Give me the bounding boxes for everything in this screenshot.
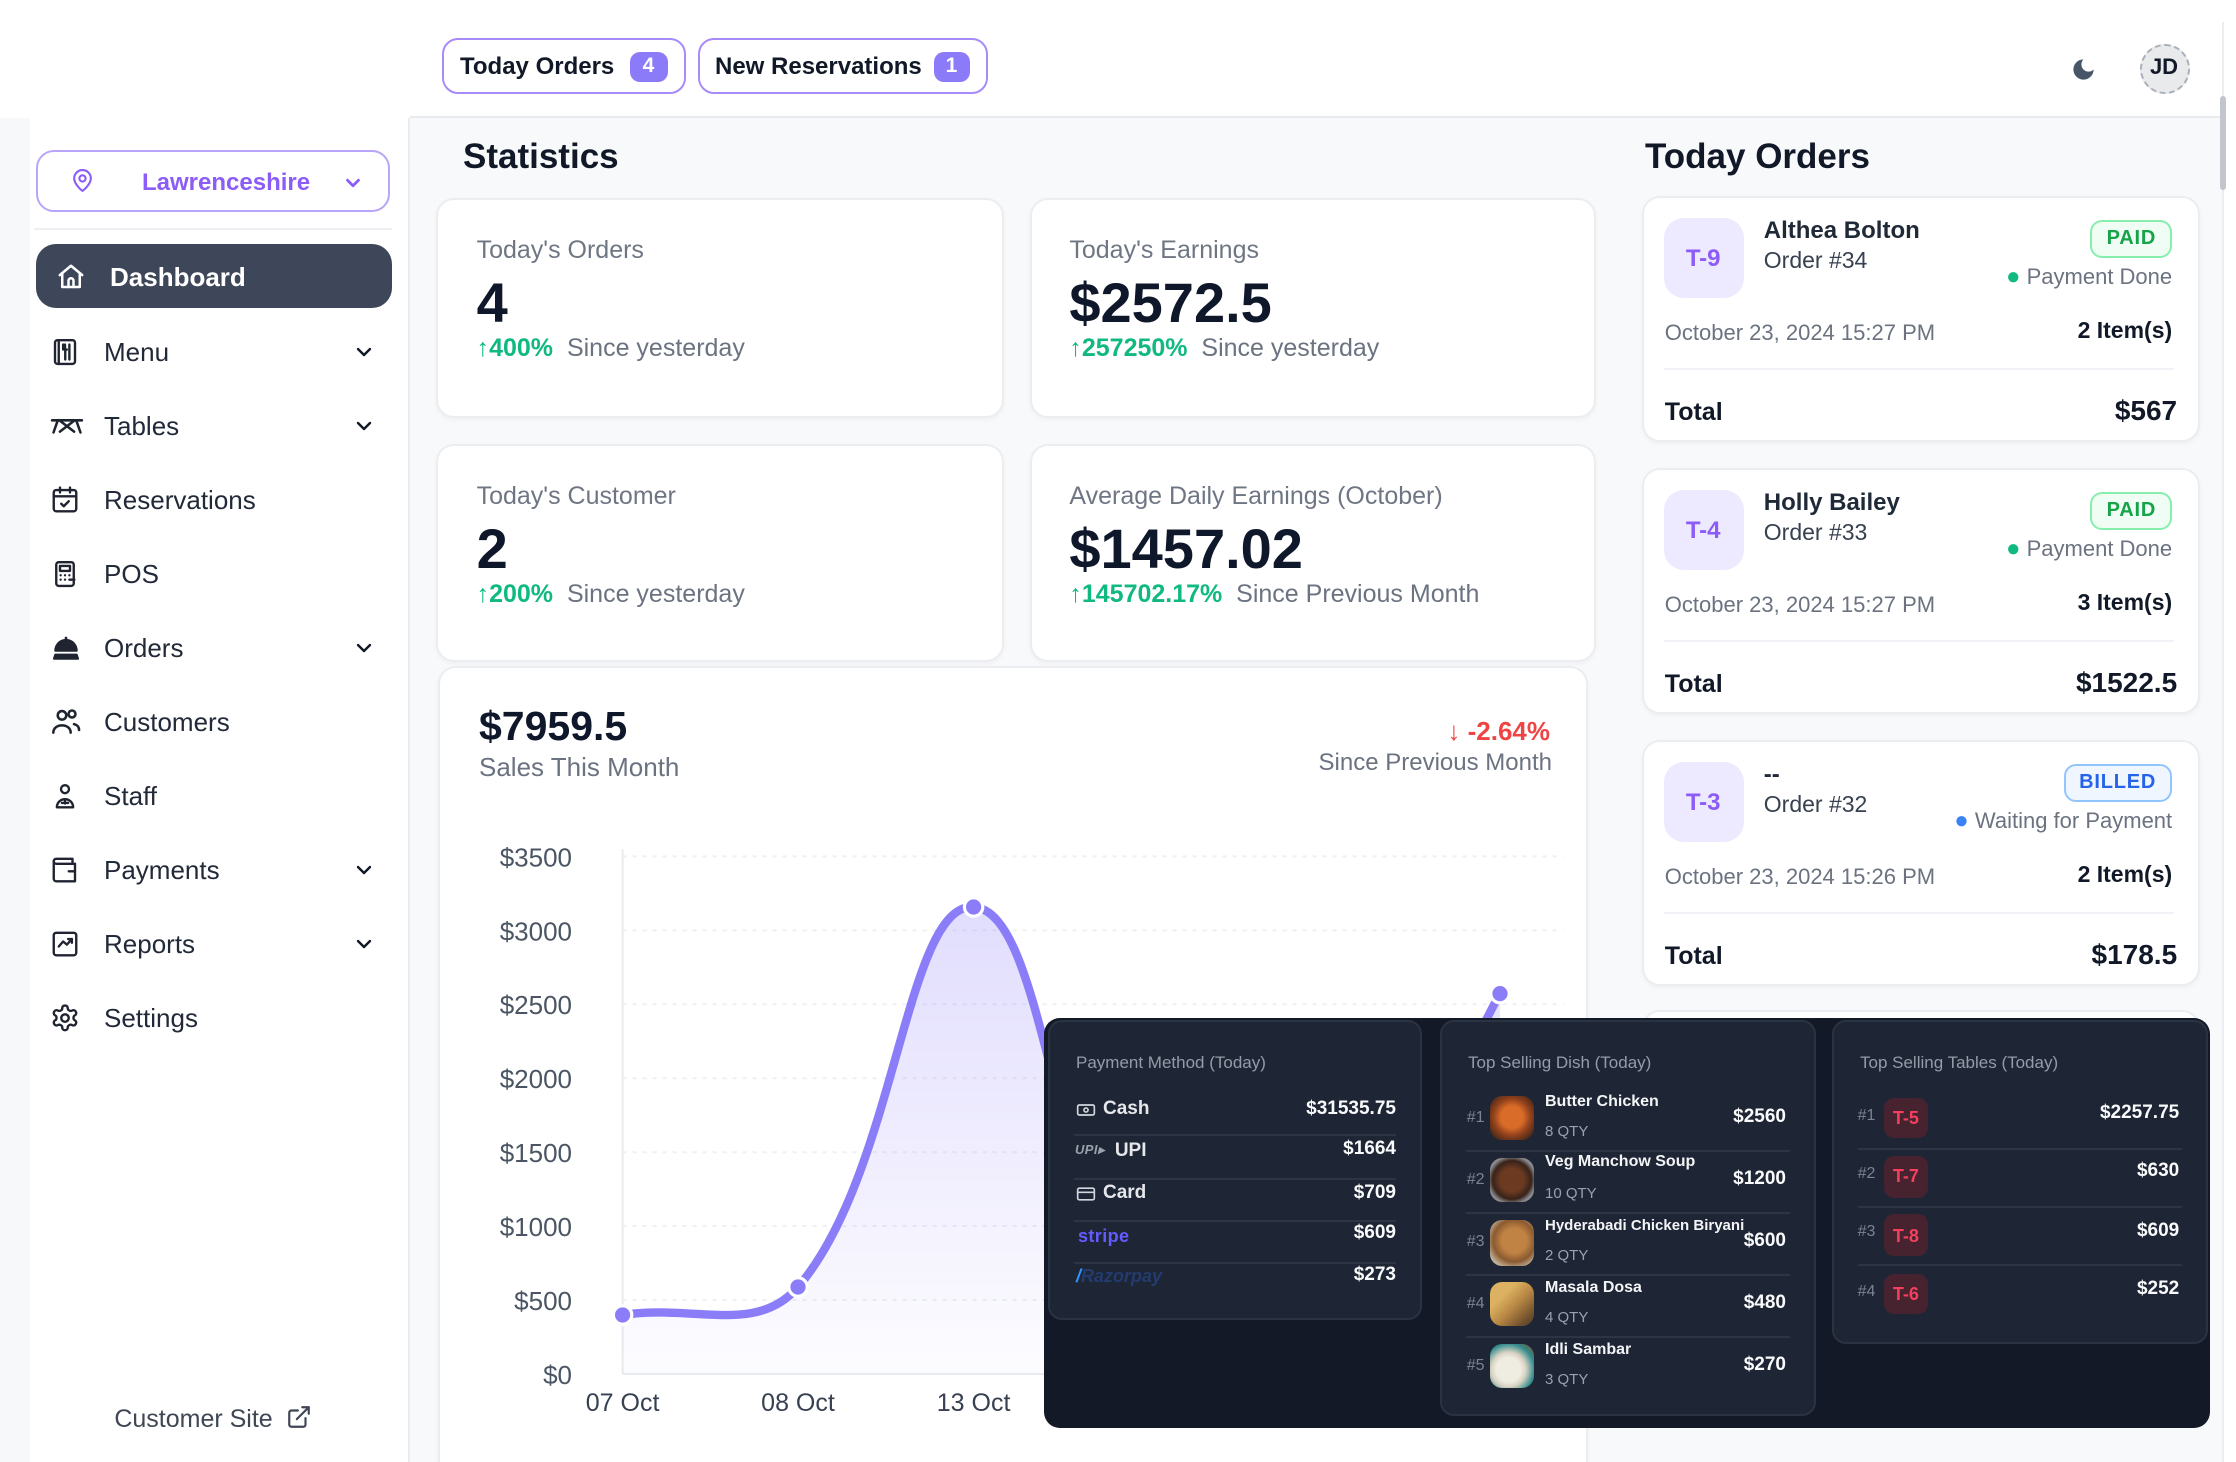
svg-text:13 Oct: 13 Oct [936,1388,1010,1416]
svg-text:$1000: $1000 [499,1211,571,1241]
svg-text:$2500: $2500 [499,989,571,1019]
svg-text:07 Oct: 07 Oct [585,1388,659,1416]
svg-text:$3500: $3500 [499,841,571,871]
svg-text:$1500: $1500 [499,1137,571,1167]
svg-text:08 Oct: 08 Oct [760,1388,834,1416]
svg-text:$2000: $2000 [499,1063,571,1093]
svg-text:$0: $0 [542,1359,571,1389]
svg-text:$500: $500 [513,1285,571,1315]
svg-text:$3000: $3000 [499,915,571,945]
